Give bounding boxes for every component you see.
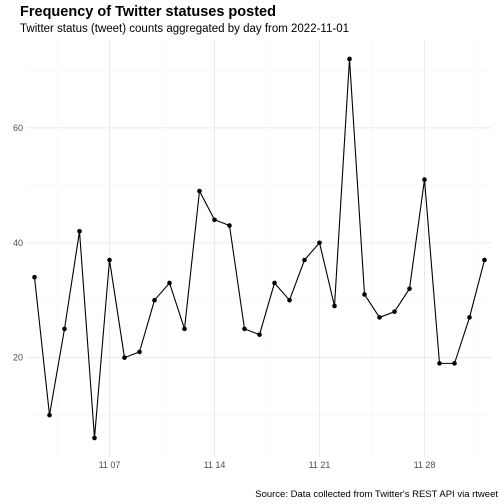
axis-tick-labels: 20 40 60 11 07 11 14 11 21 11 28	[13, 123, 435, 470]
data-point	[62, 326, 67, 332]
data-point	[167, 280, 172, 286]
data-point	[212, 217, 217, 223]
data-point	[347, 56, 352, 62]
major-gridlines	[27, 40, 492, 457]
data-point	[377, 315, 382, 320]
x-tick-label: 11 07	[99, 460, 121, 470]
data-point	[77, 228, 82, 234]
data-point	[392, 309, 397, 314]
data-point	[122, 355, 127, 360]
data-point	[362, 292, 367, 297]
x-tick-label: 11 21	[309, 460, 331, 470]
data-point	[32, 274, 37, 280]
data-point	[152, 297, 157, 303]
data-point	[467, 315, 472, 320]
data-point	[92, 435, 97, 441]
data-point	[422, 177, 427, 182]
x-tick-label: 11 14	[204, 460, 226, 470]
series-tweet-counts	[32, 56, 487, 441]
y-tick-label: 60	[13, 123, 23, 133]
data-point	[137, 349, 142, 355]
data-point	[437, 361, 442, 366]
data-point	[482, 257, 487, 263]
data-point	[47, 412, 52, 418]
data-point	[107, 257, 112, 263]
data-point	[452, 361, 457, 366]
y-tick-label: 40	[13, 238, 23, 248]
data-point	[272, 280, 277, 286]
data-point	[182, 326, 187, 332]
data-point	[287, 297, 292, 303]
chart-caption: Source: Data collected from Twitter's RE…	[255, 489, 498, 500]
data-point	[242, 326, 247, 332]
chart-title: Frequency of Twitter statuses posted	[20, 4, 276, 20]
minor-gridlines	[27, 40, 492, 457]
y-tick-label: 20	[13, 353, 23, 363]
series-line	[33, 58, 486, 439]
data-point	[407, 286, 412, 292]
data-point	[317, 240, 322, 246]
chart-subtitle: Twitter status (tweet) counts aggregated…	[20, 23, 349, 35]
x-tick-label: 11 28	[414, 460, 436, 470]
data-point	[227, 223, 232, 228]
data-point	[302, 257, 307, 263]
data-point	[257, 332, 262, 337]
data-point	[197, 188, 202, 194]
data-point	[332, 303, 337, 309]
